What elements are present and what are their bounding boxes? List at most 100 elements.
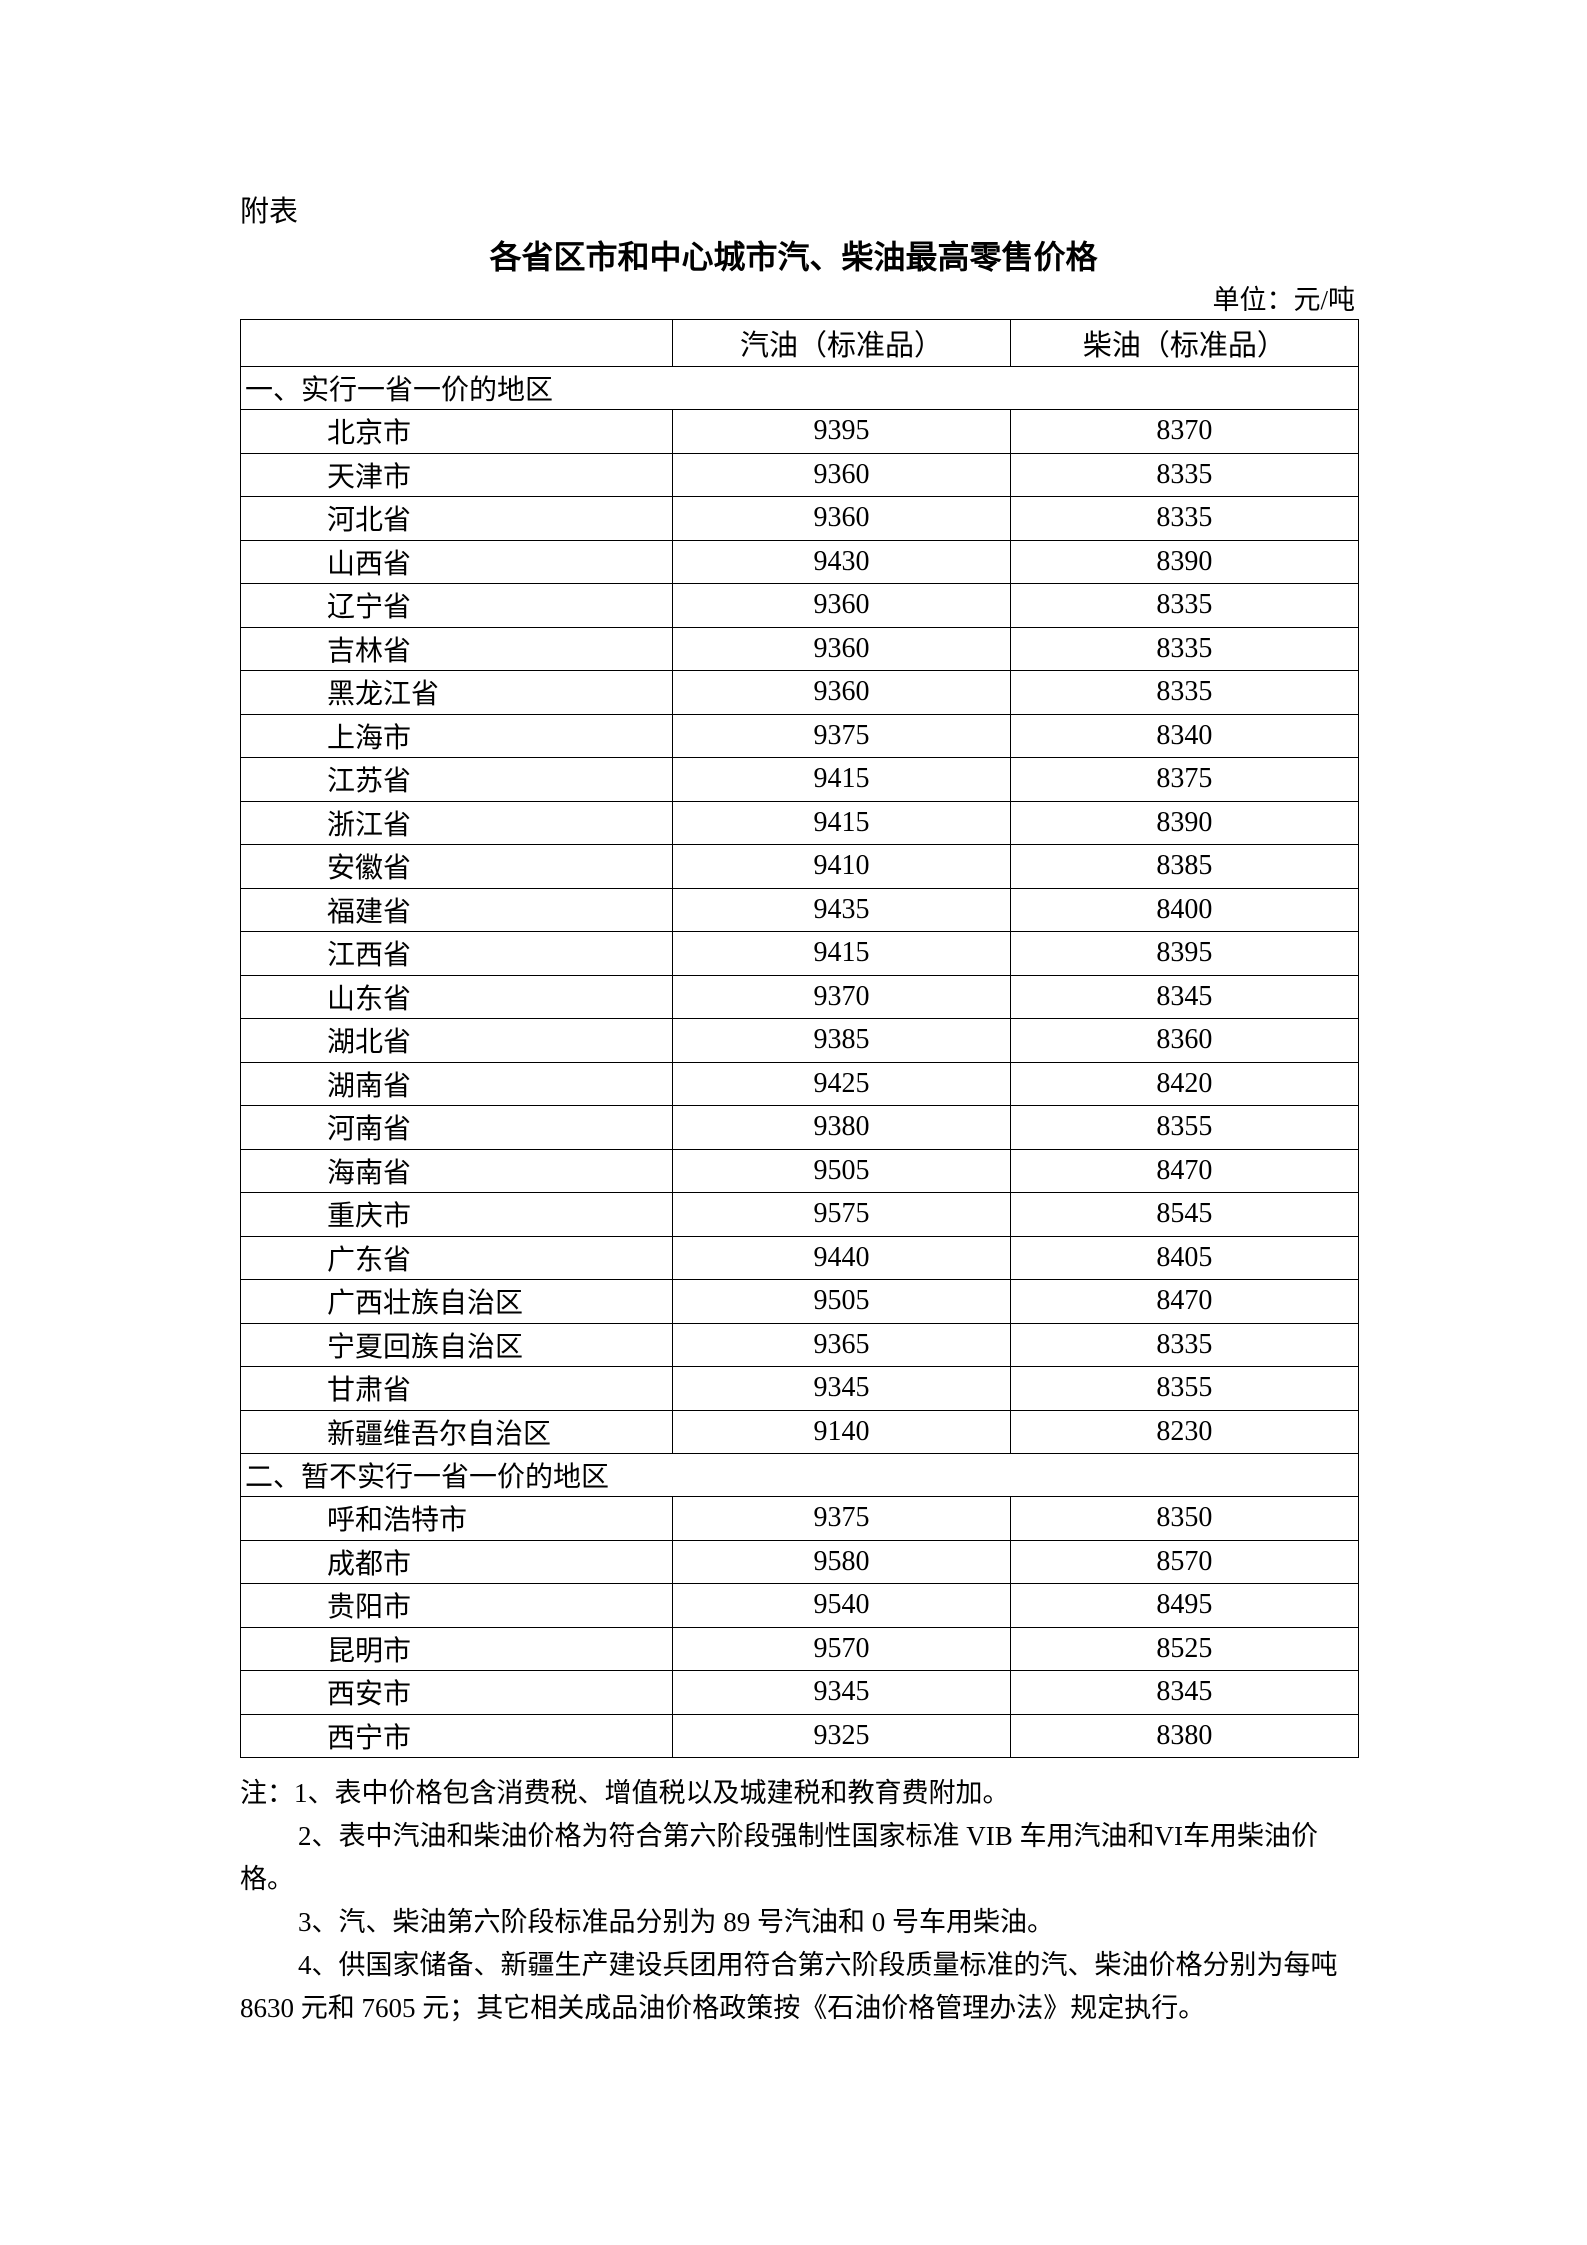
table-row: 河南省 9380 8355 — [239, 1105, 1360, 1150]
diesel-price: 8335 — [1009, 626, 1360, 671]
diesel-price: 8400 — [1009, 887, 1360, 932]
region-name: 重庆市 — [239, 1192, 674, 1237]
gasoline-price: 9415 — [672, 800, 1011, 845]
price-table: 汽油（标准品） 柴油（标准品） 一、实行一省一价的地区 北京市 9395 8370 天津… — [239, 319, 1360, 1758]
gasoline-price: 9505 — [672, 1279, 1011, 1324]
unit-label: 单位：元/吨 — [1212, 285, 1355, 315]
gasoline-price: 9415 — [672, 931, 1011, 976]
diesel-price: 8335 — [1009, 670, 1360, 715]
region-name: 天津市 — [239, 452, 674, 497]
gasoline-price: 9415 — [672, 757, 1011, 802]
table-row: 吉林省 9360 8335 — [239, 626, 1360, 671]
diesel-price: 8545 — [1009, 1192, 1360, 1237]
diesel-price: 8335 — [1009, 583, 1360, 628]
region-name: 北京市 — [239, 409, 674, 454]
gasoline-price: 9140 — [672, 1409, 1011, 1454]
table-row: 辽宁省 9360 8335 — [239, 583, 1360, 628]
region-name: 河北省 — [239, 496, 674, 541]
gasoline-price: 9430 — [672, 539, 1011, 584]
region-name: 辽宁省 — [239, 583, 674, 628]
gasoline-price: 9325 — [672, 1713, 1011, 1758]
region-name: 贵阳市 — [239, 1583, 674, 1628]
gasoline-price: 9540 — [672, 1583, 1011, 1628]
gasoline-price: 9345 — [672, 1366, 1011, 1411]
table-row: 安徽省 9410 8385 — [239, 844, 1360, 889]
diesel-price: 8345 — [1009, 1670, 1360, 1715]
table-row: 成都市 9580 8570 — [239, 1539, 1360, 1584]
gasoline-price: 9425 — [672, 1061, 1011, 1106]
diesel-price: 8375 — [1009, 757, 1360, 802]
region-name: 浙江省 — [239, 800, 674, 845]
header-region — [239, 319, 674, 367]
table-row: 广西壮族自治区 9505 8470 — [239, 1279, 1360, 1324]
diesel-price: 8390 — [1009, 539, 1360, 584]
diesel-price: 8370 — [1009, 409, 1360, 454]
gasoline-price: 9360 — [672, 452, 1011, 497]
gasoline-price: 9370 — [672, 974, 1011, 1019]
diesel-price: 8395 — [1009, 931, 1360, 976]
gasoline-price: 9360 — [672, 670, 1011, 715]
diesel-price: 8355 — [1009, 1366, 1360, 1411]
region-name: 江西省 — [239, 931, 674, 976]
section-row: 一、实行一省一价的地区 — [240, 366, 1359, 410]
document-title: 各省区市和中心城市汽、柴油最高零售价格 — [489, 238, 1098, 276]
region-name: 湖北省 — [239, 1018, 674, 1063]
region-name: 河南省 — [239, 1105, 674, 1150]
table-row: 山西省 9430 8390 — [239, 539, 1360, 584]
section-row: 二、暂不实行一省一价的地区 — [240, 1453, 1359, 1497]
table-row: 昆明市 9570 8525 — [239, 1626, 1360, 1671]
table-row: 西安市 9345 8345 — [239, 1670, 1360, 1715]
note-1: 注：1、表中价格包含消费税、增值税以及城建税和教育费附加。 — [240, 1778, 1010, 1808]
gasoline-price: 9360 — [672, 496, 1011, 541]
gasoline-price: 9345 — [672, 1670, 1011, 1715]
table-row: 天津市 9360 8335 — [239, 452, 1360, 497]
diesel-price: 8355 — [1009, 1105, 1360, 1150]
note-4: 4、供国家储备、新疆生产建设兵团用符合第六阶段质量标准的汽、柴油价格分别为每吨 … — [240, 1950, 1338, 2023]
table-row: 山东省 9370 8345 — [239, 974, 1360, 1019]
diesel-price: 8360 — [1009, 1018, 1360, 1063]
region-name: 上海市 — [239, 713, 674, 758]
region-name: 江苏省 — [239, 757, 674, 802]
diesel-price: 8470 — [1009, 1148, 1360, 1193]
region-name: 湖南省 — [239, 1061, 674, 1106]
table-row: 贵阳市 9540 8495 — [239, 1583, 1360, 1628]
region-name: 黑龙江省 — [239, 670, 674, 715]
diesel-price: 8390 — [1009, 800, 1360, 845]
table-header-row: 汽油（标准品） 柴油（标准品） — [239, 319, 1360, 367]
table-row: 呼和浩特市 9375 8350 — [239, 1496, 1360, 1541]
diesel-price: 8495 — [1009, 1583, 1360, 1628]
diesel-price: 8340 — [1009, 713, 1360, 758]
table-row: 西宁市 9325 8380 — [239, 1713, 1360, 1758]
table-row: 湖南省 9425 8420 — [239, 1061, 1360, 1106]
gasoline-price: 9375 — [672, 713, 1011, 758]
diesel-price: 8470 — [1009, 1279, 1360, 1324]
region-name: 新疆维吾尔自治区 — [239, 1409, 674, 1454]
region-name: 西安市 — [239, 1670, 674, 1715]
diesel-price: 8380 — [1009, 1713, 1360, 1758]
table-row: 新疆维吾尔自治区 9140 8230 — [239, 1409, 1360, 1454]
region-name: 山东省 — [239, 974, 674, 1019]
table-row: 上海市 9375 8340 — [239, 713, 1360, 758]
table-row: 重庆市 9575 8545 — [239, 1192, 1360, 1237]
gasoline-price: 9385 — [672, 1018, 1011, 1063]
gasoline-price: 9375 — [672, 1496, 1011, 1541]
diesel-price: 8230 — [1009, 1409, 1360, 1454]
gasoline-price: 9410 — [672, 844, 1011, 889]
region-name: 福建省 — [239, 887, 674, 932]
region-name: 山西省 — [239, 539, 674, 584]
table-row: 江苏省 9415 8375 — [239, 757, 1360, 802]
region-name: 海南省 — [239, 1148, 674, 1193]
region-name: 宁夏回族自治区 — [239, 1322, 674, 1367]
header-gasoline: 汽油（标准品） — [672, 319, 1011, 367]
note-2: 2、表中汽油和柴油价格为符合第六阶段强制性国家标准 VIB 车用汽油和VI车用柴… — [240, 1821, 1318, 1894]
section-label: 一、实行一省一价的地区 — [240, 366, 1359, 410]
appendix-label: 附表 — [240, 196, 299, 228]
region-name: 昆明市 — [239, 1626, 674, 1671]
region-name: 西宁市 — [239, 1713, 674, 1758]
region-name: 呼和浩特市 — [239, 1496, 674, 1541]
notes: 注：1、表中价格包含消费税、增值税以及城建税和教育费附加。 2、表中汽油和柴油价… — [240, 1772, 1359, 2030]
table-row: 浙江省 9415 8390 — [239, 800, 1360, 845]
table-row: 湖北省 9385 8360 — [239, 1018, 1360, 1063]
note-3: 3、汽、柴油第六阶段标准品分别为 89 号汽油和 0 号车用柴油。 — [298, 1907, 1054, 1937]
region-name: 安徽省 — [239, 844, 674, 889]
